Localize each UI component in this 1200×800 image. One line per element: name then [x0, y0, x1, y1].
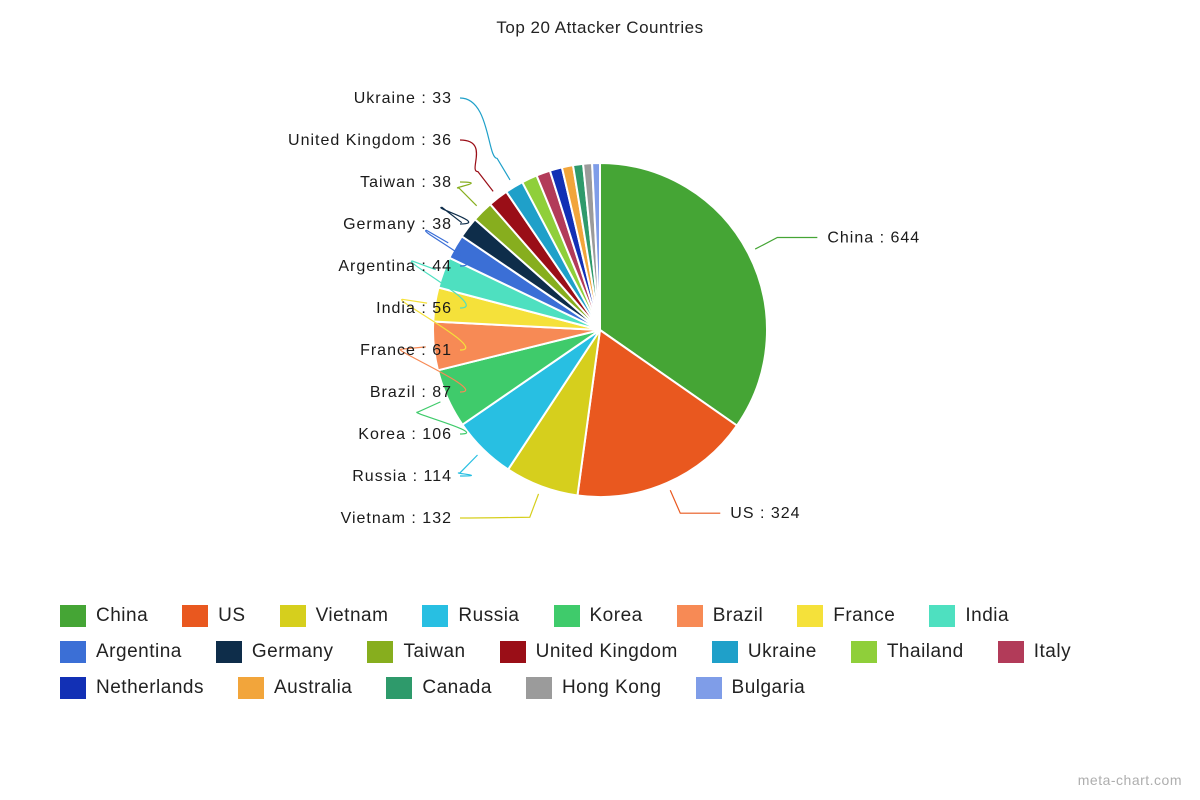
legend-item: Italy: [998, 641, 1071, 663]
legend-label: Australia: [274, 677, 352, 699]
legend-item: Bulgaria: [696, 677, 806, 699]
legend-swatch: [677, 605, 703, 627]
legend-label: Argentina: [96, 641, 182, 663]
legend-swatch: [216, 641, 242, 663]
legend-swatch: [60, 641, 86, 663]
legend-swatch: [60, 677, 86, 699]
legend-item: Brazil: [677, 605, 764, 627]
slice-label: Russia : 114: [352, 468, 452, 485]
legend-item: Thailand: [851, 641, 964, 663]
pie-chart: China : 644 US : 324 Vietnam : 132 Russia :…: [0, 70, 1200, 590]
legend-label: Thailand: [887, 641, 964, 663]
chart-title: Top 20 Attacker Countries: [0, 18, 1200, 38]
legend-item: Australia: [238, 677, 352, 699]
legend-item: US: [182, 605, 245, 627]
legend-label: India: [965, 605, 1009, 627]
slice-label: Korea : 106: [358, 426, 452, 443]
legend-label: Brazil: [713, 605, 764, 627]
legend-label: Korea: [590, 605, 643, 627]
legend-swatch: [554, 605, 580, 627]
legend-label: France: [833, 605, 895, 627]
legend-item: Taiwan: [367, 641, 465, 663]
leader-line: [457, 182, 476, 206]
leader-line: [458, 455, 477, 476]
legend-swatch: [526, 677, 552, 699]
legend-swatch: [500, 641, 526, 663]
legend-item: Vietnam: [280, 605, 389, 627]
slice-label: Brazil : 87: [370, 384, 452, 401]
leader-line: [670, 490, 720, 513]
legend-item: India: [929, 605, 1009, 627]
legend-label: Russia: [458, 605, 519, 627]
slice-label: Vietnam : 132: [341, 510, 452, 527]
legend-swatch: [797, 605, 823, 627]
legend-item: Russia: [422, 605, 519, 627]
legend-swatch: [851, 641, 877, 663]
legend-swatch: [422, 605, 448, 627]
legend-label: Vietnam: [316, 605, 389, 627]
legend-item: United Kingdom: [500, 641, 678, 663]
legend-item: Hong Kong: [526, 677, 662, 699]
legend-swatch: [182, 605, 208, 627]
legend-label: Bulgaria: [732, 677, 806, 699]
slice-label: Ukraine : 33: [354, 90, 452, 107]
slice-label: India : 56: [376, 300, 452, 317]
legend-label: United Kingdom: [536, 641, 678, 663]
legend-item: France: [797, 605, 895, 627]
legend-item: Korea: [554, 605, 643, 627]
legend-label: Canada: [422, 677, 492, 699]
legend-swatch: [929, 605, 955, 627]
legend-item: Netherlands: [60, 677, 204, 699]
leader-line: [460, 98, 510, 180]
attribution: meta-chart.com: [1078, 772, 1182, 788]
legend-swatch: [696, 677, 722, 699]
legend-swatch: [998, 641, 1024, 663]
legend-swatch: [386, 677, 412, 699]
legend-item: Ukraine: [712, 641, 817, 663]
slice-label: Taiwan : 38: [360, 174, 452, 191]
legend-swatch: [60, 605, 86, 627]
legend-label: Netherlands: [96, 677, 204, 699]
legend-label: Hong Kong: [562, 677, 662, 699]
legend-label: China: [96, 605, 148, 627]
slice-label: Argentina : 44: [338, 258, 452, 275]
legend-swatch: [280, 605, 306, 627]
legend-swatch: [367, 641, 393, 663]
legend-label: Germany: [252, 641, 334, 663]
legend-item: Germany: [216, 641, 334, 663]
leader-line: [460, 140, 493, 191]
slice-label: Germany : 38: [343, 216, 452, 233]
legend-label: Ukraine: [748, 641, 817, 663]
slice-label: United Kingdom : 36: [288, 132, 452, 149]
slice-label: US : 324: [730, 505, 800, 522]
legend-swatch: [238, 677, 264, 699]
legend-item: China: [60, 605, 148, 627]
slice-label: China : 644: [827, 230, 920, 247]
legend-item: Canada: [386, 677, 492, 699]
legend-item: Argentina: [60, 641, 182, 663]
leader-line: [460, 494, 539, 518]
legend-label: Italy: [1034, 641, 1071, 663]
legend-label: Taiwan: [403, 641, 465, 663]
legend-label: US: [218, 605, 245, 627]
slice-label: France : 61: [360, 342, 452, 359]
legend: China US Vietnam Russia Korea Brazil France Ind…: [60, 605, 1160, 699]
leader-line: [755, 238, 817, 250]
legend-swatch: [712, 641, 738, 663]
